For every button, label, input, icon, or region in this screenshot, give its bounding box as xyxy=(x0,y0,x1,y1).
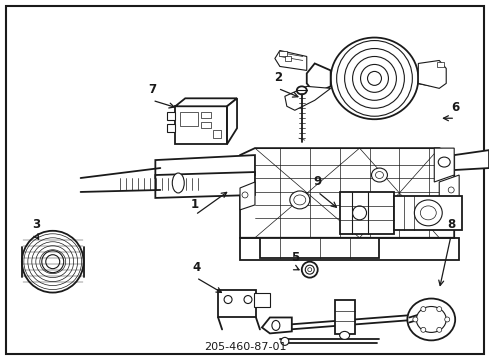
Ellipse shape xyxy=(302,262,318,278)
Ellipse shape xyxy=(437,307,442,312)
Ellipse shape xyxy=(42,251,64,273)
Polygon shape xyxy=(227,98,237,144)
Polygon shape xyxy=(155,155,255,178)
Ellipse shape xyxy=(224,296,232,303)
Bar xyxy=(279,50,287,57)
Bar xyxy=(175,106,227,144)
Ellipse shape xyxy=(371,168,388,182)
Text: 3: 3 xyxy=(32,218,40,231)
Bar xyxy=(213,130,221,138)
Ellipse shape xyxy=(407,298,455,340)
Text: 2: 2 xyxy=(274,71,282,84)
Polygon shape xyxy=(454,150,489,170)
Ellipse shape xyxy=(353,206,367,220)
Polygon shape xyxy=(240,148,454,238)
Polygon shape xyxy=(307,63,331,93)
Bar xyxy=(201,112,211,118)
Bar xyxy=(437,62,444,67)
Bar xyxy=(167,124,175,132)
Ellipse shape xyxy=(294,195,306,205)
Bar xyxy=(335,300,355,334)
Ellipse shape xyxy=(415,200,442,226)
Polygon shape xyxy=(260,238,379,258)
Ellipse shape xyxy=(244,296,252,303)
Polygon shape xyxy=(240,182,255,210)
Ellipse shape xyxy=(416,306,446,332)
Polygon shape xyxy=(155,172,255,198)
Bar xyxy=(180,112,198,126)
Ellipse shape xyxy=(448,187,454,193)
Bar xyxy=(201,122,211,128)
Ellipse shape xyxy=(413,317,418,322)
Ellipse shape xyxy=(445,317,450,322)
Ellipse shape xyxy=(421,307,426,312)
Text: 6: 6 xyxy=(451,101,459,114)
Polygon shape xyxy=(275,50,307,71)
Bar xyxy=(285,57,291,62)
Ellipse shape xyxy=(437,327,442,332)
Polygon shape xyxy=(418,60,446,88)
Bar xyxy=(254,293,270,306)
Bar xyxy=(167,112,175,120)
Bar xyxy=(394,196,462,230)
Ellipse shape xyxy=(421,327,426,332)
Ellipse shape xyxy=(46,255,60,269)
Ellipse shape xyxy=(420,206,436,220)
Ellipse shape xyxy=(438,157,450,167)
Ellipse shape xyxy=(297,86,307,94)
Ellipse shape xyxy=(340,332,349,339)
Text: 4: 4 xyxy=(192,261,200,274)
Ellipse shape xyxy=(242,192,248,198)
Ellipse shape xyxy=(290,191,310,209)
Polygon shape xyxy=(175,98,237,106)
Text: 5: 5 xyxy=(291,251,299,264)
Ellipse shape xyxy=(172,173,184,193)
Text: 1: 1 xyxy=(191,198,199,211)
Ellipse shape xyxy=(308,268,312,272)
Bar xyxy=(218,289,256,318)
Polygon shape xyxy=(262,318,292,333)
Polygon shape xyxy=(285,86,331,110)
Ellipse shape xyxy=(281,337,289,345)
Text: 205-460-87-01: 205-460-87-01 xyxy=(204,342,286,352)
Ellipse shape xyxy=(305,265,314,274)
Text: 8: 8 xyxy=(447,218,455,231)
Ellipse shape xyxy=(22,231,84,293)
Polygon shape xyxy=(439,175,459,205)
Ellipse shape xyxy=(272,320,280,330)
Bar xyxy=(340,192,394,234)
Polygon shape xyxy=(434,148,454,182)
Polygon shape xyxy=(418,73,434,85)
Polygon shape xyxy=(240,238,459,260)
Ellipse shape xyxy=(331,37,418,119)
Text: 9: 9 xyxy=(314,175,322,188)
Ellipse shape xyxy=(375,171,384,179)
Text: 7: 7 xyxy=(148,83,156,96)
